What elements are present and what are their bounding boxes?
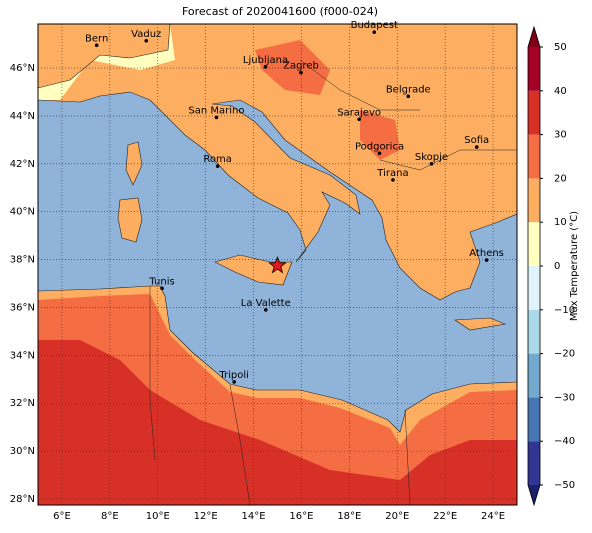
city-label: Belgrade — [386, 84, 431, 95]
y-tick-label: 42°N — [10, 159, 35, 170]
city-label: Vaduz — [131, 29, 161, 40]
title: Forecast of 2020041600 (f000-024) — [182, 5, 378, 18]
y-tick-label: 38°N — [10, 255, 35, 266]
city-dot — [215, 164, 220, 169]
y-tick-label: 34°N — [10, 350, 35, 361]
x-tick-label: 10°E — [146, 511, 170, 522]
colorbar-segment — [528, 178, 540, 223]
city-dot — [429, 162, 434, 166]
city-dot — [214, 115, 219, 120]
colorbar-tick-label: −30 — [554, 392, 575, 403]
x-tick-label: 6°E — [53, 511, 71, 522]
location-marker — [268, 255, 287, 274]
city-dot — [263, 308, 268, 312]
city-dot — [357, 117, 361, 122]
colorbar-tick-label: 30 — [554, 130, 567, 141]
city-dot — [263, 65, 268, 69]
x-tick-label: 20°E — [385, 511, 409, 522]
corsica — [125, 141, 143, 186]
y-tick-label: 44°N — [10, 111, 35, 122]
x-tick-label: 18°E — [337, 511, 361, 522]
colorbar-tick-label: 10 — [554, 217, 567, 228]
colorbar-extend-low — [528, 485, 540, 505]
city-label: Budapest — [351, 20, 398, 31]
city-dot — [94, 43, 99, 48]
city-label: Roma — [203, 154, 232, 165]
colorbar-segment — [528, 47, 540, 91]
colorbar-segment — [528, 266, 540, 310]
x-tick-label: 8°E — [101, 511, 119, 522]
colorbar-tick-label: 0 — [554, 261, 560, 272]
hot-region — [38, 340, 517, 505]
city-label: Zagreb — [283, 61, 319, 72]
city-label: Ljubljana — [243, 55, 288, 66]
warm-region — [360, 110, 400, 160]
city-label: Sofia — [464, 135, 489, 146]
city-dot — [484, 258, 489, 262]
city-dot — [160, 286, 164, 291]
x-tick-label: 14°E — [242, 511, 266, 522]
x-tick-label: 12°E — [194, 511, 218, 522]
city-dot — [144, 38, 149, 43]
city-dot — [406, 94, 411, 99]
city-label: San Marino — [188, 105, 244, 116]
city-dot — [372, 30, 377, 34]
colorbar-tick-label: −20 — [554, 349, 575, 360]
y-tick-label: 46°N — [10, 63, 35, 74]
sardinia — [117, 197, 143, 243]
crete — [454, 317, 507, 331]
y-tick-label: 32°N — [10, 398, 35, 409]
city-label: Tirana — [376, 168, 408, 179]
city-label: Athens — [469, 248, 504, 259]
colorbar-segment — [528, 134, 540, 179]
y-tick-label: 40°N — [10, 207, 35, 218]
city-label: Skopje — [415, 152, 448, 163]
land — [38, 24, 171, 89]
x-tick-label: 16°E — [289, 511, 313, 522]
colorbar-tick-label: 20 — [554, 173, 567, 184]
y-tick-label: 28°N — [10, 494, 35, 505]
colorbar-tick-label: 50 — [554, 42, 567, 53]
city-dot — [377, 151, 382, 156]
city-label: Podgorica — [355, 141, 404, 152]
city-dot — [391, 178, 395, 182]
warm-region — [255, 40, 330, 95]
colorbar-tick-label: −50 — [554, 480, 575, 491]
x-tick-label: 22°E — [433, 511, 457, 522]
city-label: Tunis — [148, 276, 174, 287]
colorbar-segment — [528, 441, 540, 485]
map-frame — [37, 23, 518, 506]
city-dot — [299, 70, 303, 75]
colorbar-tick-label: 40 — [554, 86, 567, 97]
city-label: La Valette — [241, 298, 291, 309]
colorbar-tick-label: −40 — [554, 436, 575, 447]
colorbar-segment — [528, 353, 540, 398]
city-label: Tripoli — [218, 370, 249, 381]
x-tick-label: 24°E — [481, 511, 505, 522]
city-dot — [474, 145, 479, 149]
y-tick-label: 30°N — [10, 446, 35, 457]
border — [149, 59, 517, 505]
y-tick-label: 36°N — [10, 302, 35, 313]
colorbar-segment — [528, 397, 540, 442]
colorbar-label: Max Temperature (°C) — [569, 211, 580, 321]
colorbar-segment — [528, 309, 540, 354]
city-dot — [232, 380, 236, 384]
colorbar-extend-high — [528, 27, 540, 47]
colorbar-segment — [528, 222, 540, 266]
city-label: Bern — [85, 33, 108, 44]
city-label: Sarajevo — [337, 107, 381, 118]
colorbar-tick-label: −10 — [554, 305, 575, 316]
colorbar-segment — [528, 90, 540, 135]
